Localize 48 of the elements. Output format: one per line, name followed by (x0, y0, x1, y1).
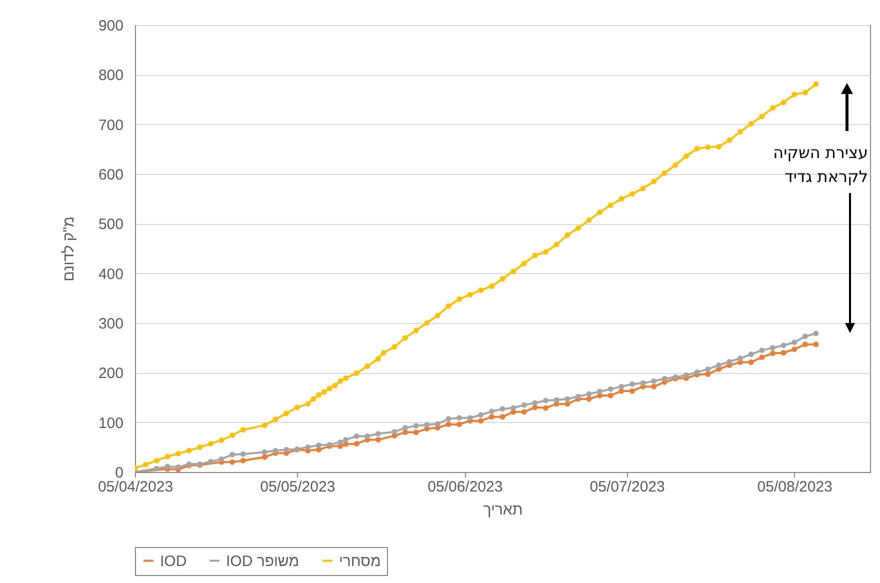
point (230, 459, 236, 465)
point (586, 396, 592, 402)
y-tick-label: 500 (98, 216, 124, 234)
point (608, 392, 614, 398)
point (629, 388, 635, 394)
y-tick-label: 100 (98, 414, 124, 432)
x-tick-label: 05/05/2023 (260, 478, 336, 496)
point (402, 430, 408, 435)
y-tick-label: 800 (98, 67, 124, 84)
point (792, 346, 798, 352)
legend-label: מסחרי (339, 552, 381, 570)
y-tick-label: 600 (98, 166, 124, 184)
point (651, 384, 657, 390)
point (780, 350, 786, 356)
x-tick-label: 05/07/2023 (590, 478, 665, 496)
x-tick-label: 05/08/2023 (757, 478, 832, 496)
legend-label: IOD משופר (226, 552, 300, 570)
legend-label: IOD (160, 552, 187, 570)
y-tick-label: 900 (98, 18, 124, 34)
point (521, 409, 527, 415)
point (446, 422, 452, 428)
point (488, 414, 494, 420)
point (802, 342, 808, 348)
point (413, 430, 419, 435)
point (262, 454, 268, 460)
point (500, 414, 506, 420)
y-tick-label: 400 (98, 266, 124, 283)
point (813, 342, 819, 348)
annotation: עצירת השקיה לקראת גדיד (773, 143, 868, 186)
point (542, 405, 548, 411)
point (354, 440, 360, 446)
point (770, 350, 776, 356)
point (240, 458, 246, 464)
point (705, 371, 711, 377)
x-tick-label: 05/04/2023 (98, 478, 174, 496)
y-tick-label: 0 (115, 464, 124, 482)
point (456, 422, 462, 428)
point (748, 360, 754, 365)
point (759, 354, 765, 360)
x-axis-title: תאריך (483, 502, 523, 518)
x-tick-label: 05/06/2023 (428, 478, 503, 496)
point (564, 401, 570, 407)
point (478, 418, 484, 424)
point (375, 436, 381, 442)
y-tick-label: 200 (98, 365, 124, 382)
y-tick-label: 700 (98, 116, 124, 134)
y-tick-label: 300 (98, 316, 124, 332)
y-axis-title: מ"ק לדונם (60, 216, 78, 282)
